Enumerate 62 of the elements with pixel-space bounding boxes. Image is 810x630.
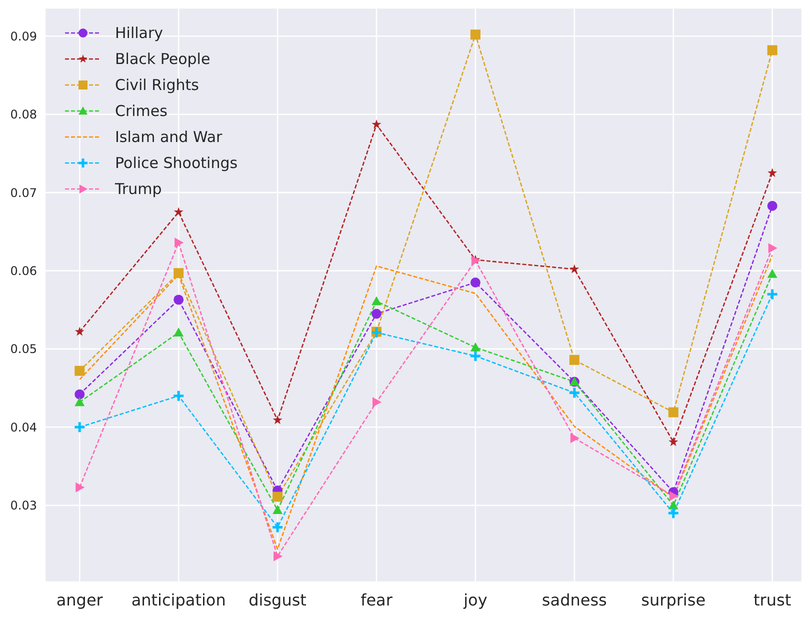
- point: [570, 433, 580, 444]
- point: [372, 397, 382, 408]
- point: [669, 490, 678, 501]
- legend-label: Islam and War: [115, 128, 222, 146]
- point: [272, 505, 283, 514]
- point: [172, 390, 185, 402]
- point: [767, 45, 778, 56]
- point: [568, 386, 581, 399]
- x-tick-label: joy: [462, 590, 488, 610]
- point: [668, 407, 678, 418]
- y-tick-label: 0.04: [10, 420, 37, 434]
- y-tick-label: 0.06: [10, 264, 37, 278]
- point: [767, 200, 778, 211]
- point: [174, 328, 184, 337]
- point: [667, 506, 680, 520]
- point: [766, 288, 779, 300]
- point: [469, 350, 482, 362]
- legend-label: Crimes: [115, 102, 168, 120]
- x-tick-label: surprise: [641, 590, 706, 610]
- y-tick-label: 0.05: [10, 342, 37, 356]
- point: [768, 243, 778, 254]
- y-tick-label: 0.08: [10, 108, 37, 122]
- point: [274, 551, 283, 562]
- point: [74, 397, 85, 406]
- point: [271, 521, 284, 534]
- point: [76, 482, 85, 492]
- x-tick-label: trust: [754, 590, 792, 610]
- legend-label: Civil Rights: [115, 76, 199, 94]
- y-tick-label: 0.03: [10, 498, 37, 513]
- x-tick-label: anger: [56, 590, 104, 610]
- point: [371, 296, 382, 306]
- point: [470, 277, 480, 288]
- legend-label: Hillary: [115, 24, 164, 42]
- point: [668, 437, 678, 446]
- legend-label: Black People: [115, 50, 210, 68]
- point: [174, 294, 184, 305]
- x-tick-label: anticipation: [131, 590, 226, 610]
- legend-label: Police Shootings: [115, 154, 238, 172]
- point: [272, 492, 283, 502]
- point: [470, 30, 480, 40]
- point: [174, 207, 184, 216]
- x-tick-label: disgust: [248, 590, 306, 610]
- point: [74, 389, 85, 400]
- point: [174, 268, 184, 278]
- legend-label: Trump: [115, 180, 162, 198]
- point: [74, 366, 85, 376]
- point: [272, 415, 282, 424]
- point: [570, 264, 580, 274]
- point: [371, 308, 382, 319]
- x-tick-label: fear: [360, 590, 393, 610]
- point: [768, 168, 778, 178]
- y-tick-label: 0.07: [10, 186, 37, 200]
- point: [372, 120, 382, 129]
- point: [174, 238, 184, 248]
- point: [73, 420, 86, 434]
- point: [569, 354, 580, 365]
- point: [74, 326, 84, 336]
- x-tick-label: sadness: [542, 590, 607, 610]
- point: [470, 342, 480, 352]
- point: [668, 500, 678, 510]
- y-tick-label: 0.09: [10, 29, 37, 44]
- point: [767, 268, 778, 278]
